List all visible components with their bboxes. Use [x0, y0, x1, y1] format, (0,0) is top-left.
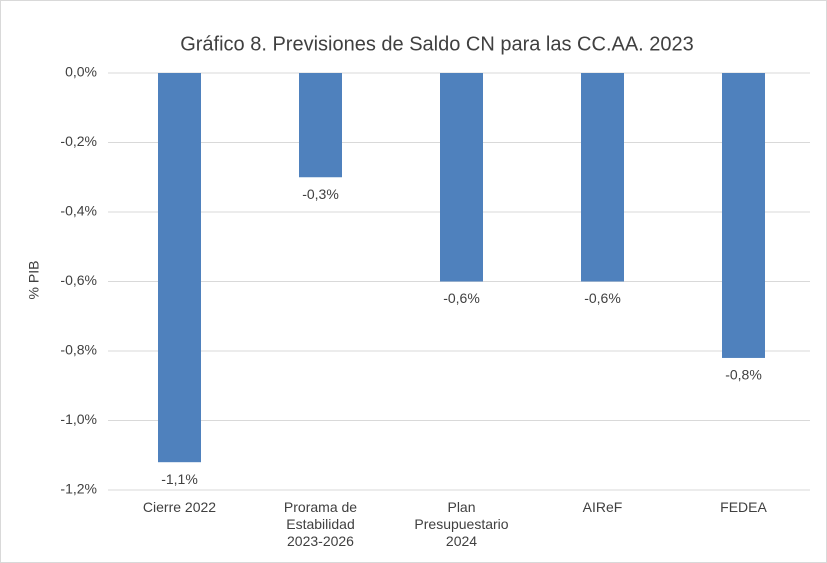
- x-tick-label: Plan Presupuestario 2024: [414, 499, 508, 549]
- y-tick-label: -0,2%: [60, 133, 97, 149]
- y-tick-label: -0,8%: [60, 342, 97, 358]
- y-tick-label: -0,4%: [60, 203, 97, 219]
- x-tick-label-line: AIReF: [583, 499, 623, 515]
- data-label: -0,6%: [443, 290, 480, 306]
- data-label: -1,1%: [161, 471, 198, 487]
- x-tick-label-line: 2024: [446, 533, 477, 549]
- data-label: -0,6%: [584, 290, 621, 306]
- x-tick-label-line: 2023-2026: [287, 533, 354, 549]
- x-tick-label-line: FEDEA: [720, 499, 767, 515]
- bar: [158, 73, 201, 463]
- x-tick-label: FEDEA: [720, 499, 767, 515]
- x-tick-label: Cierre 2022: [143, 499, 216, 515]
- bar: [440, 73, 483, 282]
- x-tick-label: AIReF: [583, 499, 623, 515]
- data-label: -0,8%: [725, 367, 762, 383]
- x-tick-label: Prorama de Estabilidad 2023-2026: [284, 499, 357, 549]
- bar: [581, 73, 624, 282]
- x-tick-label-line: Prorama de: [284, 499, 357, 515]
- bar: [722, 73, 765, 358]
- data-label: -0,3%: [302, 186, 339, 202]
- x-tick-label-line: Estabilidad: [286, 516, 355, 532]
- x-tick-label-line: Presupuestario: [414, 516, 508, 532]
- x-tick-label-line: Cierre 2022: [143, 499, 216, 515]
- y-tick-label: -1,0%: [60, 411, 97, 427]
- bar: [299, 73, 342, 178]
- y-tick-label: -1,2%: [60, 481, 97, 497]
- chart-title: Gráfico 8. Previsiones de Saldo CN para …: [180, 33, 694, 55]
- y-tick-label: -0,6%: [60, 272, 97, 288]
- x-tick-label-line: Plan: [447, 499, 475, 515]
- y-axis-label: % PIB: [26, 261, 42, 300]
- y-tick-label: 0,0%: [65, 64, 97, 80]
